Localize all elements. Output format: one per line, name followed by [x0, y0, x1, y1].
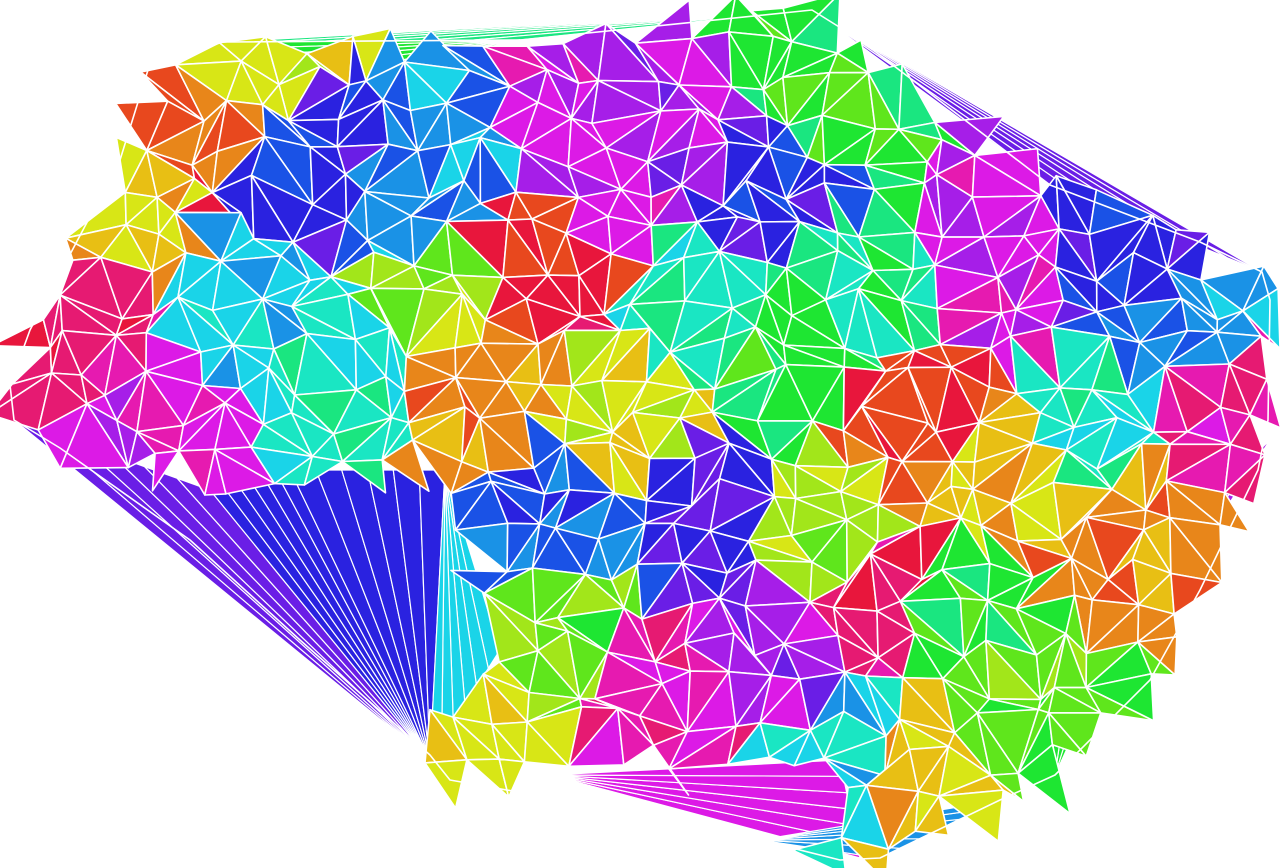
- mosaic-triangle: [498, 758, 526, 798]
- mosaic-triangle: [989, 774, 1025, 803]
- mosaic-triangle: [616, 707, 655, 766]
- mosaic-triangle: [1170, 572, 1223, 615]
- mosaic-triangle: [791, 836, 846, 868]
- mosaic-triangle: [793, 729, 825, 767]
- mosaic-triangle: [303, 455, 344, 486]
- mosaic-triangle: [1223, 454, 1266, 505]
- mosaic-triangle: [1242, 310, 1280, 350]
- mosaic-triangle: [381, 439, 430, 493]
- mosaic-triangle: [341, 459, 387, 494]
- mosaic-triangle: [1047, 711, 1087, 758]
- mosaic-triangle: [1249, 378, 1280, 429]
- mosaic-triangle: [523, 721, 570, 768]
- mosaic-outline: [9, 9, 1271, 861]
- mosaic-triangle: [151, 450, 180, 492]
- mosaic-triangle: [652, 744, 690, 796]
- mosaic-triangle: [938, 789, 1005, 843]
- mosaic-triangle: [840, 836, 890, 868]
- mosaic-triangle: [214, 448, 276, 495]
- mosaic-triangle: [1085, 686, 1155, 722]
- mosaic-triangle: [424, 758, 468, 809]
- mosaic-triangle: [1137, 641, 1176, 676]
- mosaic-triangle: [59, 402, 130, 470]
